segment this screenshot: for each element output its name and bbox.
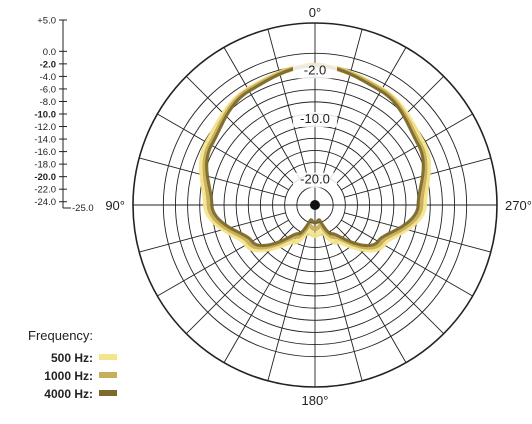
scale-tick-label: -8.0	[40, 97, 56, 108]
ring-label: -2.0	[304, 62, 326, 77]
scale-tick-label: 0.0	[43, 47, 56, 58]
legend-swatch	[99, 372, 117, 378]
angle-label-0: 0°	[309, 5, 321, 20]
scale-tick-label: +5.0	[37, 16, 56, 27]
scale-tick-label: -4.0	[40, 72, 56, 83]
legend-label: 1000 Hz:	[44, 369, 93, 383]
curve-4000hz	[205, 63, 425, 248]
ring-label: -20.0	[300, 172, 330, 187]
grid-spoke	[185, 75, 294, 184]
grid-spoke	[341, 219, 473, 297]
polar-curves	[199, 62, 431, 253]
scale-tick-label: -14.0	[34, 135, 56, 146]
scale-tick-label: -2.0	[40, 59, 56, 70]
angle-label-90: 90°	[105, 198, 125, 213]
grid-spoke	[344, 212, 491, 253]
db-scale: +5.00.0-2.0-4.0-6.0-8.0-10.0-12.0-14.0-1…	[34, 16, 93, 215]
ring-label-bg	[293, 112, 337, 127]
legend-label: 4000 Hz:	[44, 387, 93, 401]
curve-1000hz	[202, 63, 428, 250]
scale-tick-label: -6.0	[40, 84, 56, 95]
ring-label-bg	[293, 63, 337, 79]
angle-label-270: 270°	[505, 198, 532, 213]
scale-tick-label: -20.0	[34, 172, 56, 183]
grid-spoke	[223, 231, 301, 363]
curve-500hz	[199, 62, 431, 253]
ring-label-bg	[293, 172, 337, 188]
scale-tick-label: -25.0	[72, 203, 94, 214]
scale-tick-label: -12.0	[34, 122, 56, 133]
scale-tick-label: -16.0	[34, 147, 56, 158]
grid-spoke	[157, 113, 289, 191]
grid-spoke	[267, 234, 308, 381]
legend: Frequency: 500 Hz: 1000 Hz: 4000 Hz:	[28, 328, 117, 401]
scale-tick-label: -18.0	[34, 160, 56, 171]
scale-tick-label: -22.0	[34, 185, 56, 196]
grid-spoke	[329, 231, 407, 363]
grid-spoke	[139, 157, 286, 198]
angle-labels: 0° 90° 180° 270°	[105, 5, 532, 408]
grid-spoke	[267, 29, 308, 176]
grid-spoke	[344, 157, 491, 198]
legend-swatch	[99, 390, 117, 396]
ring-label: -10.0	[300, 111, 330, 126]
grid-spoke	[322, 234, 363, 381]
grid-spoke	[223, 47, 301, 179]
legend-label: 500 Hz:	[51, 351, 93, 365]
grid-spoke	[336, 75, 445, 184]
legend-title: Frequency:	[28, 328, 93, 343]
grid-spoke	[341, 113, 473, 191]
scale-tick-label: -10.0	[34, 110, 56, 121]
angle-label-180: 180°	[302, 393, 329, 408]
grid-spoke	[329, 47, 407, 179]
grid-spoke	[139, 212, 286, 253]
center-dot	[310, 200, 320, 210]
legend-swatch	[99, 354, 117, 360]
ring-labels: -2.0 -10.0 -20.0	[293, 62, 337, 188]
scale-tick-label: -24.0	[34, 197, 56, 208]
grid-spoke	[322, 29, 363, 176]
grid-spoke	[157, 219, 289, 297]
